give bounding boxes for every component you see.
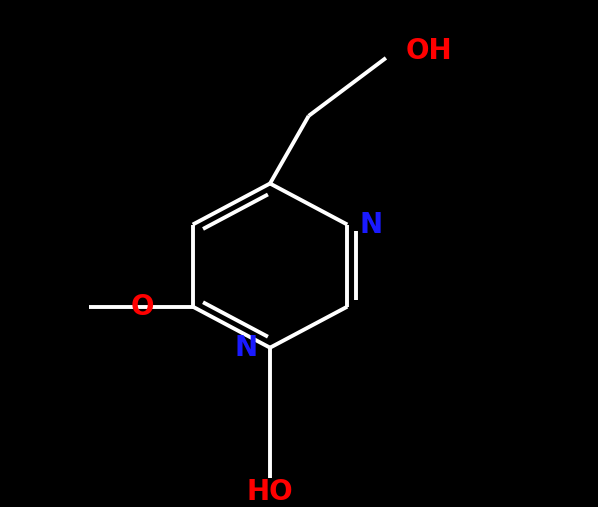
Text: OH: OH — [405, 37, 452, 65]
Text: N: N — [235, 334, 258, 361]
Text: O: O — [130, 293, 154, 320]
Text: N: N — [359, 210, 383, 239]
Text: HO: HO — [247, 478, 294, 506]
